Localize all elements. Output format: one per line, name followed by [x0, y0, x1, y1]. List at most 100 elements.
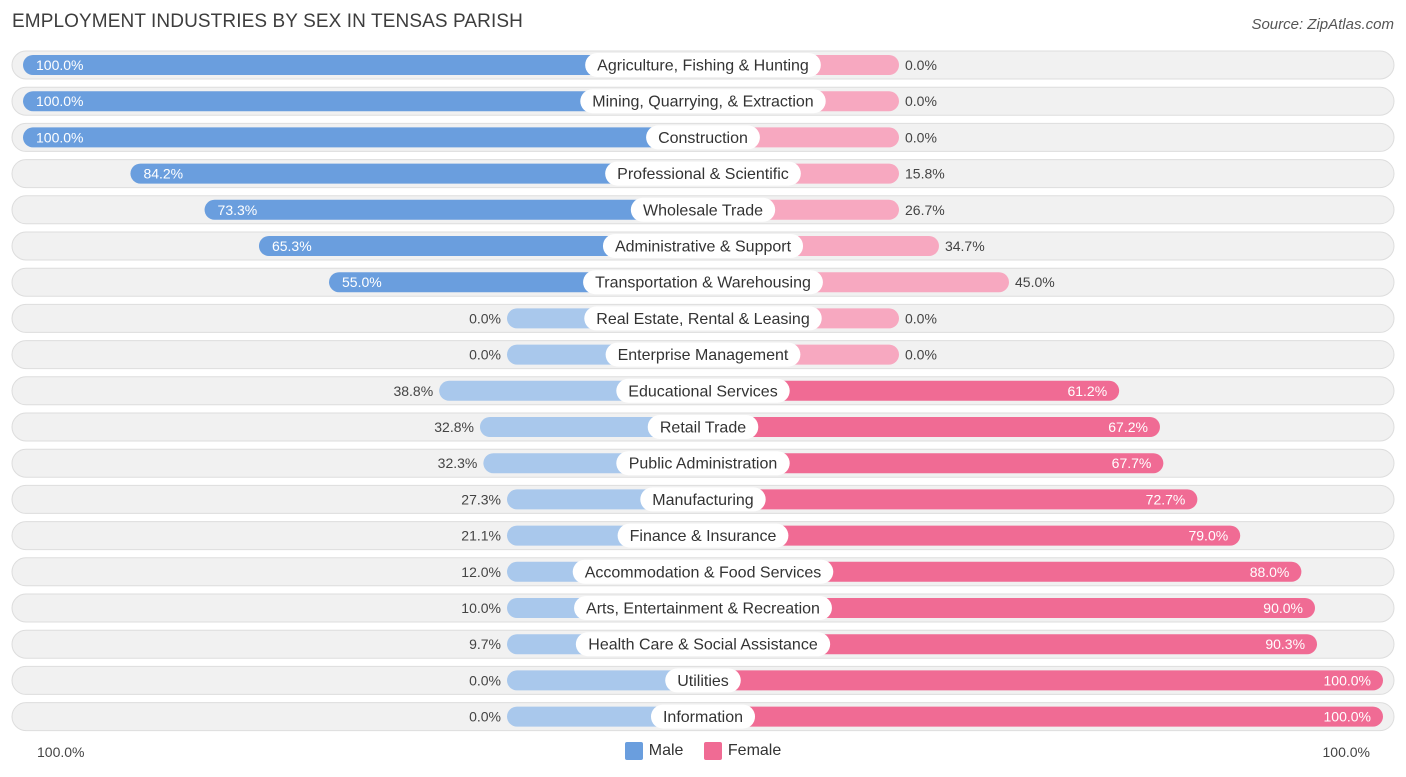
value-label-male: 100.0% [36, 129, 83, 145]
bar-male [204, 199, 703, 220]
bar-male [258, 236, 703, 256]
legend-swatch-male [624, 742, 643, 760]
legend-label-female: Female [727, 742, 782, 759]
bar-female [703, 380, 1120, 401]
category-label: Arts, Entertainment & Recreation [586, 601, 820, 618]
value-label-male: 100.0% [36, 93, 83, 109]
category-pill [647, 415, 759, 439]
value-label-female: 26.7% [905, 202, 945, 218]
value-label-male: 65.3% [272, 238, 312, 254]
value-label-male: 100.0% [36, 57, 83, 73]
value-label-female: 0.0% [905, 347, 937, 363]
bar-female [703, 525, 1241, 546]
category-pill [605, 342, 801, 367]
value-label-male: 32.8% [434, 419, 474, 435]
category-label: Professional & Scientific [617, 166, 789, 183]
legend: Male Female [0, 742, 1406, 765]
value-label-female: 61.2% [1067, 383, 1107, 399]
bar-female [703, 561, 1302, 582]
category-label: Real Estate, Rental & Leasing [596, 311, 809, 328]
category-label: Accommodation & Food Services [585, 564, 822, 581]
value-label-male: 12.0% [461, 564, 501, 580]
value-label-female: 100.0% [1324, 709, 1371, 725]
bar-female [703, 670, 1383, 691]
bar-male [23, 91, 703, 112]
category-pill [580, 89, 826, 114]
legend-label-male: Male [648, 742, 684, 759]
category-pill [665, 668, 741, 693]
category-label: Wholesale Trade [643, 202, 763, 219]
category-pill [602, 234, 804, 258]
bar-male [507, 670, 703, 691]
value-label-male: 32.3% [438, 455, 478, 471]
bar-male [479, 417, 703, 437]
legend-swatch-female [703, 742, 722, 760]
value-label-male: 0.0% [469, 310, 501, 326]
value-label-female: 90.3% [1265, 636, 1305, 652]
value-label-female: 45.0% [1015, 274, 1055, 290]
category-label: Enterprise Management [618, 347, 789, 364]
category-pill [640, 487, 766, 512]
category-label: Health Care & Social Assistance [588, 637, 818, 654]
category-pill [617, 523, 789, 548]
category-label: Public Administration [629, 456, 778, 473]
value-label-female: 0.0% [905, 93, 937, 109]
category-pill [575, 632, 831, 657]
value-label-male: 21.1% [461, 528, 501, 544]
value-label-female: 67.7% [1112, 455, 1152, 471]
value-label-male: 0.0% [469, 672, 501, 688]
value-label-female: 100.0% [1324, 672, 1371, 688]
category-pill [605, 161, 801, 186]
bar-female [703, 706, 1383, 727]
category-label: Utilities [677, 673, 729, 690]
value-label-female: 0.0% [905, 57, 937, 73]
source-credit: Source: ZipAtlas.com [1251, 16, 1394, 33]
value-label-male: 0.0% [469, 709, 501, 725]
value-label-female: 79.0% [1188, 528, 1228, 544]
category-label: Mining, Quarrying, & Extraction [592, 94, 813, 111]
axis-right-label: 100.0% [1322, 744, 1370, 760]
bar-female [703, 453, 1164, 474]
value-label-male: 38.8% [393, 383, 433, 399]
category-pill [585, 53, 821, 77]
value-label-female: 34.7% [945, 238, 985, 254]
category-pill [584, 306, 822, 331]
category-label: Educational Services [628, 383, 777, 400]
category-pill [650, 704, 756, 729]
value-label-female: 0.0% [905, 310, 937, 326]
value-label-female: 0.0% [905, 129, 937, 145]
value-label-female: 72.7% [1146, 491, 1186, 507]
value-label-female: 67.2% [1108, 419, 1148, 435]
bar-female [703, 489, 1198, 510]
value-label-female: 90.0% [1263, 600, 1303, 616]
category-label: Agriculture, Fishing & Hunting [597, 58, 809, 75]
category-label: Finance & Insurance [630, 528, 777, 545]
value-label-male: 10.0% [461, 600, 501, 616]
category-label: Administrative & Support [615, 239, 792, 256]
axis-left-label: 100.0% [37, 744, 85, 760]
bar-male [23, 127, 703, 148]
legend-item-female: Female [703, 742, 782, 760]
bar-female [703, 634, 1318, 655]
bar-male [23, 55, 703, 75]
value-label-male: 73.3% [218, 202, 258, 218]
bar-chart: 100.0% 0.0% Agriculture, Fishing & Hunting… [11, 50, 1395, 732]
bar-male [130, 163, 703, 184]
category-pill [574, 596, 832, 620]
bar-female [703, 598, 1315, 618]
value-label-male: 84.2% [143, 166, 183, 182]
value-label-female: 88.0% [1250, 564, 1290, 580]
category-pill [572, 559, 834, 584]
value-label-female: 15.8% [905, 166, 945, 182]
category-label: Manufacturing [652, 492, 753, 509]
category-pill [616, 378, 790, 403]
legend-item-male: Male [624, 742, 684, 760]
value-label-male: 0.0% [469, 347, 501, 363]
category-pill [630, 197, 776, 222]
category-label: Information [663, 709, 743, 726]
category-pill [616, 451, 790, 476]
value-label-male: 27.3% [461, 491, 501, 507]
category-label: Retail Trade [660, 420, 746, 437]
category-pill [583, 270, 823, 295]
